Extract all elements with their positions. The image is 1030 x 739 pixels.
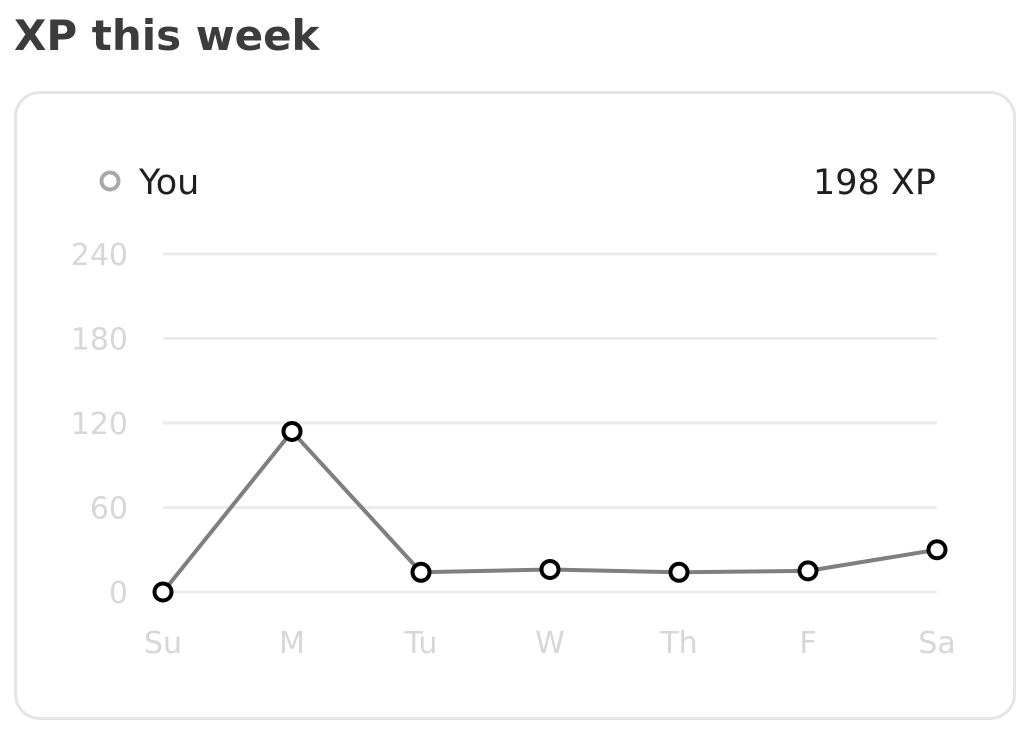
y-tick-label: 240 — [71, 238, 128, 273]
y-tick-label: 0 — [109, 576, 128, 611]
x-tick-label: Su — [144, 626, 182, 661]
legend-label: You — [138, 163, 199, 203]
page-title: XP this week — [14, 11, 320, 60]
data-point — [926, 539, 948, 561]
x-tick-label: Sa — [918, 626, 955, 661]
y-axis-ticks: 0 60 120 180 240 — [71, 238, 128, 611]
total-xp-value: 198 XP — [813, 163, 936, 203]
legend-dot-icon — [99, 170, 121, 192]
x-tick-label: Tu — [404, 626, 438, 661]
series-you — [152, 420, 948, 603]
data-point — [152, 581, 174, 603]
grid — [163, 252, 937, 594]
y-tick-label: 180 — [71, 323, 128, 358]
xp-chart-card — [14, 91, 1016, 720]
data-point — [539, 558, 561, 580]
y-tick-label: 60 — [90, 492, 128, 527]
y-tick-label: 120 — [71, 407, 128, 442]
data-point — [410, 561, 432, 583]
data-point — [281, 420, 303, 442]
x-tick-label: F — [799, 626, 816, 661]
legend: You 198 XP — [99, 163, 936, 203]
x-tick-label: W — [535, 626, 565, 661]
x-tick-label: Th — [659, 626, 697, 661]
data-point — [797, 560, 819, 582]
x-tick-label: M — [279, 626, 305, 661]
x-axis-ticks: Su M Tu W Th F Sa — [144, 626, 956, 661]
data-point — [668, 561, 690, 583]
